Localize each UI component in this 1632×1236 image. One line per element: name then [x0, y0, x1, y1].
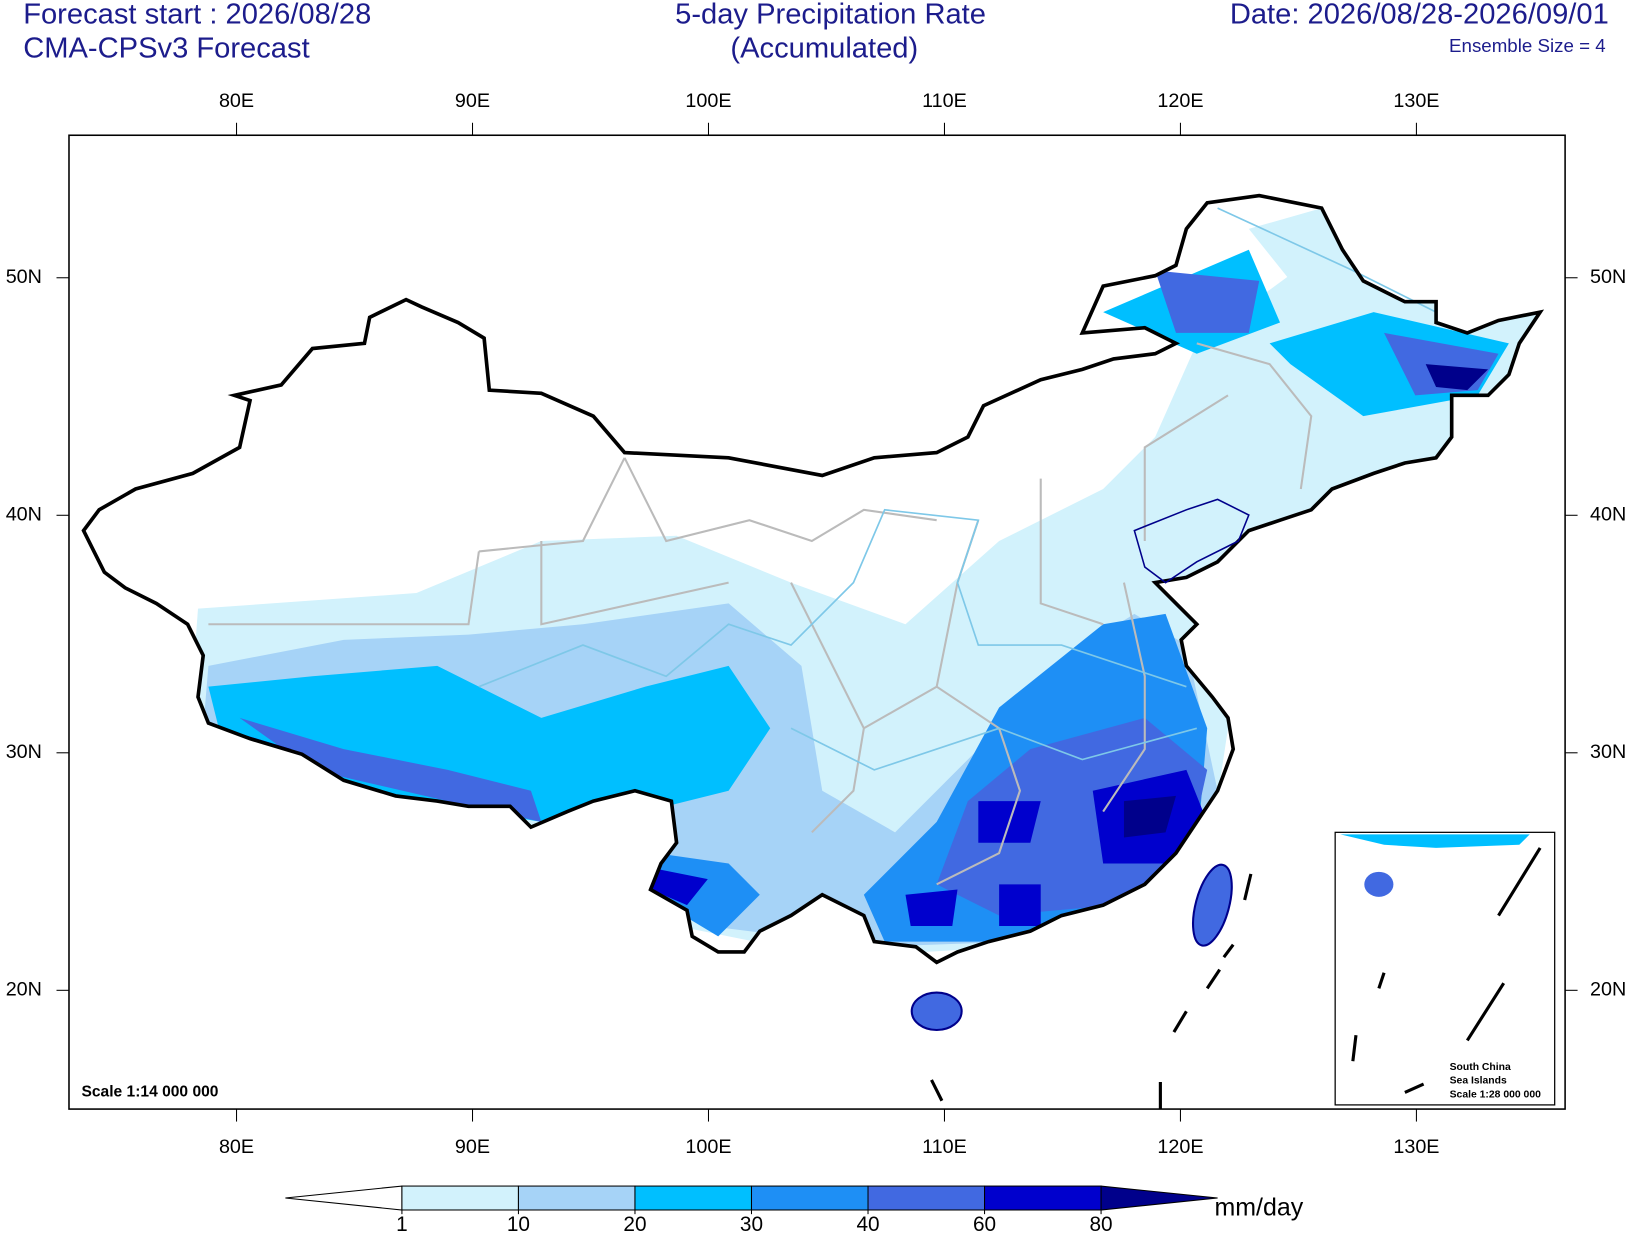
- colorbar-box: [984, 1185, 1102, 1211]
- colorbar-label: 80: [1090, 1213, 1113, 1236]
- y-tick-label: 30N: [6, 741, 42, 763]
- x-tick-label: 130E: [1393, 90, 1439, 112]
- y-tick-label: 30N: [1590, 741, 1626, 763]
- forecast-start: Forecast start : 2026/08/28: [23, 0, 371, 30]
- title: 5-day Precipitation Rate: [675, 0, 986, 30]
- colorbar-box: [867, 1185, 986, 1211]
- colorbar-label: 10: [507, 1213, 530, 1236]
- y-tick-label: 50N: [6, 266, 42, 288]
- y-tick-label: 20N: [6, 979, 42, 1001]
- y-tick-label: 40N: [6, 503, 42, 525]
- x-tick-label: 80E: [219, 90, 254, 112]
- x-tick-label: 100E: [685, 1136, 731, 1158]
- x-tick-label: 120E: [1157, 90, 1203, 112]
- map: [81, 193, 1542, 1110]
- colorbar-label: 1: [396, 1213, 408, 1236]
- ensemble-size: Ensemble Size = 4: [1449, 35, 1606, 56]
- colorbar-label: 20: [623, 1213, 646, 1236]
- y-tick-label: 40N: [1590, 503, 1626, 525]
- colorbar-box: [750, 1185, 869, 1211]
- inset: South China Sea Islands Scale 1:28 000 0…: [1334, 831, 1556, 1106]
- x-tick-label: 90E: [455, 90, 490, 112]
- map-frame: [68, 134, 1566, 1110]
- x-tick-label: 80E: [219, 1136, 254, 1158]
- colorbar-low: [285, 1185, 403, 1211]
- colorbar-box: [401, 1185, 519, 1211]
- title-sub: (Accumulated): [730, 33, 918, 65]
- x-tick-label: 110E: [922, 90, 967, 112]
- inset-label: South China: [1450, 1062, 1511, 1073]
- colorbar-box: [634, 1185, 753, 1211]
- map-scale: Scale 1:14 000 000: [81, 1084, 218, 1101]
- inset-scale: Scale 1:28 000 000: [1450, 1089, 1542, 1100]
- x-tick-label: 100E: [685, 90, 731, 112]
- x-tick-label: 110E: [922, 1136, 967, 1158]
- x-tick-label: 90E: [455, 1136, 490, 1158]
- x-tick-label: 130E: [1393, 1136, 1439, 1158]
- colorbar-high: [1100, 1185, 1218, 1211]
- y-tick-label: 20N: [1590, 979, 1626, 1001]
- colorbar-label: 60: [973, 1213, 996, 1236]
- colorbar-box: [517, 1185, 636, 1211]
- colorbar-unit: mm/day: [1214, 1194, 1303, 1222]
- x-tick-label: 120E: [1157, 1136, 1203, 1158]
- colorbar-label: 30: [740, 1213, 763, 1236]
- date-range: Date: 2026/08/28-2026/09/01: [1230, 0, 1609, 30]
- y-tick-label: 50N: [1590, 266, 1626, 288]
- model-name: CMA-CPSv3 Forecast: [23, 33, 309, 65]
- inset-label: Sea Islands: [1450, 1076, 1507, 1087]
- colorbar-label: 40: [856, 1213, 879, 1236]
